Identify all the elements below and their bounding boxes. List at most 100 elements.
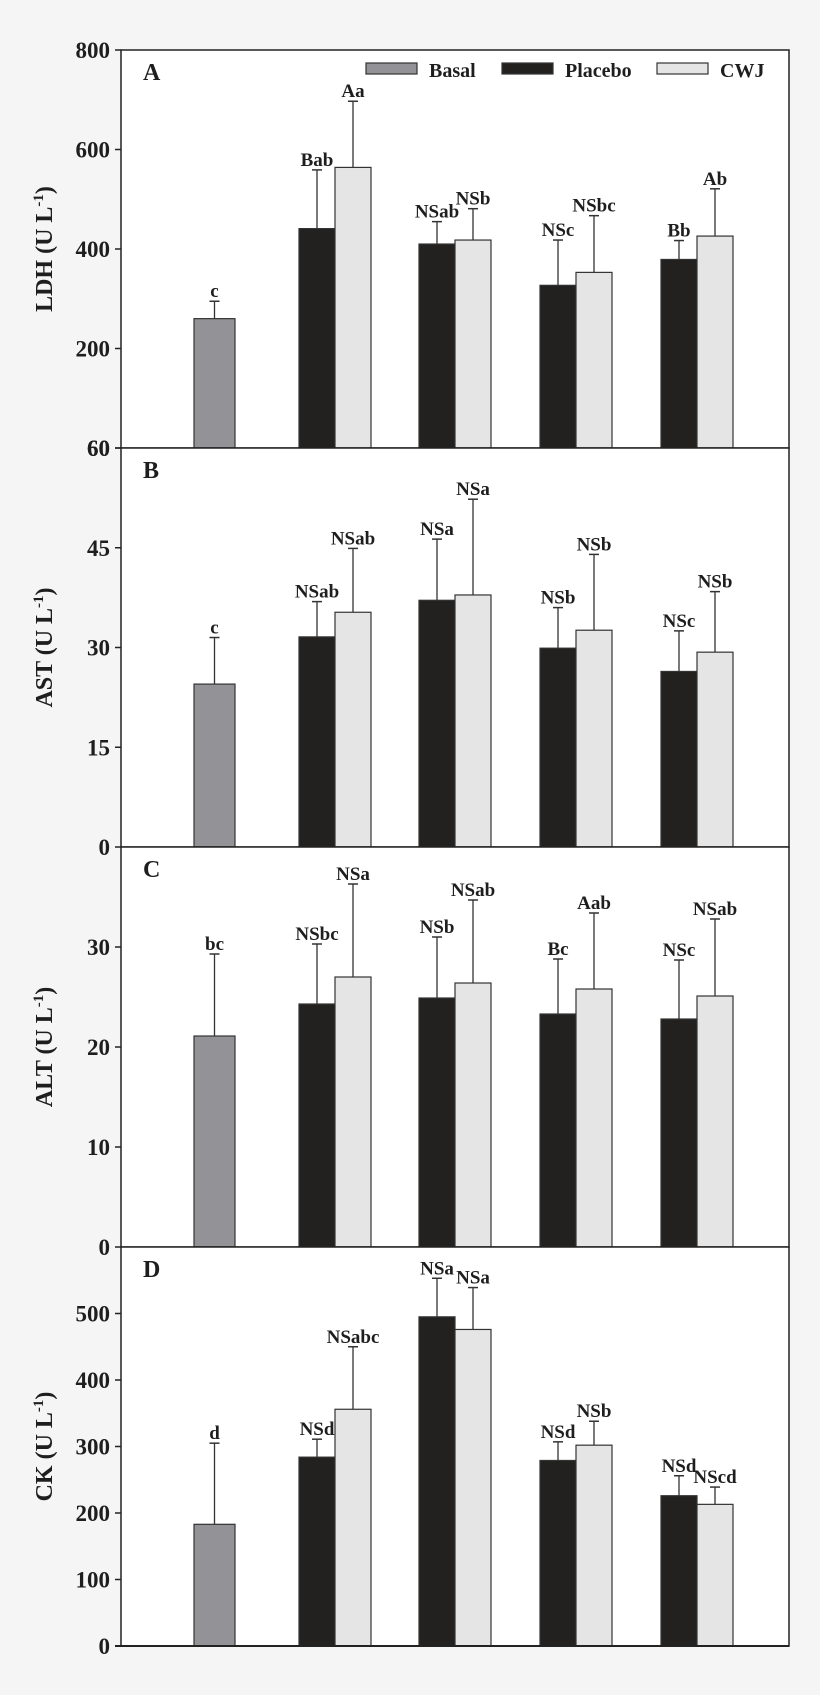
y-axis-label: LDH (U L-1) xyxy=(31,186,58,312)
bar-label: bc xyxy=(205,934,224,955)
bar-basal xyxy=(193,683,236,848)
y-tick-label: 800 xyxy=(76,38,111,63)
bar-placebo xyxy=(418,243,456,449)
bar-cwj xyxy=(575,271,613,449)
y-tick-label: 15 xyxy=(87,735,110,760)
bar-placebo xyxy=(298,636,336,848)
bar-placebo xyxy=(298,1456,336,1647)
legend-swatch-basal xyxy=(365,62,418,75)
bar-placebo xyxy=(660,670,698,848)
bar-label: NScd xyxy=(693,1467,737,1488)
bar-basal xyxy=(193,1523,236,1647)
bar-cwj xyxy=(575,1444,613,1647)
bar-label: NSa xyxy=(456,479,490,500)
bar-label: NSab xyxy=(415,202,459,223)
bar-cwj xyxy=(696,235,734,449)
bar-label: NSb xyxy=(698,572,733,593)
y-tick-label: 600 xyxy=(76,138,111,163)
bar-label: NSc xyxy=(663,940,696,961)
bar-placebo xyxy=(418,1316,456,1647)
bar-label: c xyxy=(210,281,218,302)
bar-cwj xyxy=(696,651,734,848)
legend-label-basal: Basal xyxy=(429,60,476,82)
legend-swatch-placebo xyxy=(501,62,554,75)
bar-cwj xyxy=(334,976,372,1248)
bar-placebo xyxy=(539,1013,577,1248)
bar-label: NSab xyxy=(331,528,375,549)
bar-cwj xyxy=(454,1328,492,1647)
bar-label: NSa xyxy=(456,1268,490,1289)
bar-placebo xyxy=(418,599,456,848)
bar-label: Bb xyxy=(667,221,690,242)
y-tick-label: 400 xyxy=(76,237,111,262)
panel-letter: A xyxy=(143,60,161,86)
bar-label: NSa xyxy=(336,864,370,885)
bar-label: NSb xyxy=(577,1401,612,1422)
bar-placebo xyxy=(660,1495,698,1647)
y-tick-label: 0 xyxy=(99,1634,111,1659)
y-tick-label: 45 xyxy=(87,536,110,561)
y-tick-label: 300 xyxy=(76,1435,111,1460)
bar-label: NSb xyxy=(420,917,455,938)
bar-label: NSd xyxy=(541,1422,576,1443)
bar-label: NSab xyxy=(451,880,495,901)
bar-label: Bc xyxy=(547,939,568,960)
bar-placebo xyxy=(539,1459,577,1647)
y-tick-label: 200 xyxy=(76,337,111,362)
bar-label: d xyxy=(209,1423,220,1444)
y-tick-label: 60 xyxy=(87,436,110,461)
bar-placebo xyxy=(298,1003,336,1248)
panel-letter: B xyxy=(143,458,159,484)
bar-label: NSbc xyxy=(572,196,615,217)
bar-placebo xyxy=(298,228,336,449)
y-tick-label: 20 xyxy=(87,1035,110,1060)
bar-cwj xyxy=(454,239,492,449)
y-tick-label: 30 xyxy=(87,935,110,960)
bar-placebo xyxy=(418,997,456,1248)
panel-a: 200 400 600 800 60 LDH (U L-1) Ac Bab NSab NSc Bb A… xyxy=(31,38,790,461)
bar-label: NSc xyxy=(663,611,696,632)
y-axis-label: CK (U L-1) xyxy=(31,1392,58,1502)
bar-placebo xyxy=(660,258,698,449)
bar-cwj xyxy=(454,594,492,848)
bar-label: NSab xyxy=(693,899,737,920)
bar-label: NSb xyxy=(456,189,491,210)
bar-basal xyxy=(193,318,236,449)
bar-label: NSab xyxy=(295,582,339,603)
y-tick-label: 400 xyxy=(76,1368,111,1393)
y-tick-label: 100 xyxy=(76,1568,111,1593)
legend-label-cwj: CWJ xyxy=(720,60,764,82)
bar-basal xyxy=(193,1035,236,1248)
legend-swatch-cwj xyxy=(656,62,709,75)
legend-label-placebo: Placebo xyxy=(565,60,632,82)
bar-label: NSbc xyxy=(295,924,338,945)
panel-d: 100 200 300 400 500 0 CK (U L-1) Dd NSd NSa NSd NSd… xyxy=(31,1246,790,1659)
bar-label: Ab xyxy=(703,169,727,190)
bar-label: c xyxy=(210,618,218,639)
bar-cwj xyxy=(696,995,734,1248)
bar-cwj xyxy=(575,629,613,848)
bar-cwj xyxy=(334,611,372,848)
bar-label: NSa xyxy=(420,1258,454,1279)
legend: Basal Placebo CWJ xyxy=(365,60,764,82)
bar-label: NSabc xyxy=(327,1327,380,1348)
y-tick-label: 10 xyxy=(87,1135,110,1160)
bar-placebo xyxy=(660,1018,698,1248)
bar-label: Aab xyxy=(577,893,611,914)
bar-label: Aa xyxy=(341,81,365,102)
bar-label: NSc xyxy=(542,220,575,241)
bar-label: Bab xyxy=(301,150,334,171)
y-tick-label: 60 xyxy=(87,436,110,461)
bar-cwj xyxy=(454,982,492,1248)
bar-label: NSd xyxy=(300,1419,335,1440)
y-axis-label: ALT (U L-1) xyxy=(31,987,58,1108)
bar-cwj xyxy=(696,1503,734,1647)
bar-label: NSd xyxy=(662,1456,697,1477)
panel-c: 10 20 30 0 ALT (U L-1) Cbc NSbc NSb Bc NSc NSa NSab… xyxy=(31,846,790,1260)
panel-letter: C xyxy=(143,857,160,883)
y-axis-label: AST (U L-1) xyxy=(31,587,58,707)
bar-label: NSb xyxy=(541,588,576,609)
y-tick-label: 30 xyxy=(87,636,110,661)
bar-cwj xyxy=(575,988,613,1248)
